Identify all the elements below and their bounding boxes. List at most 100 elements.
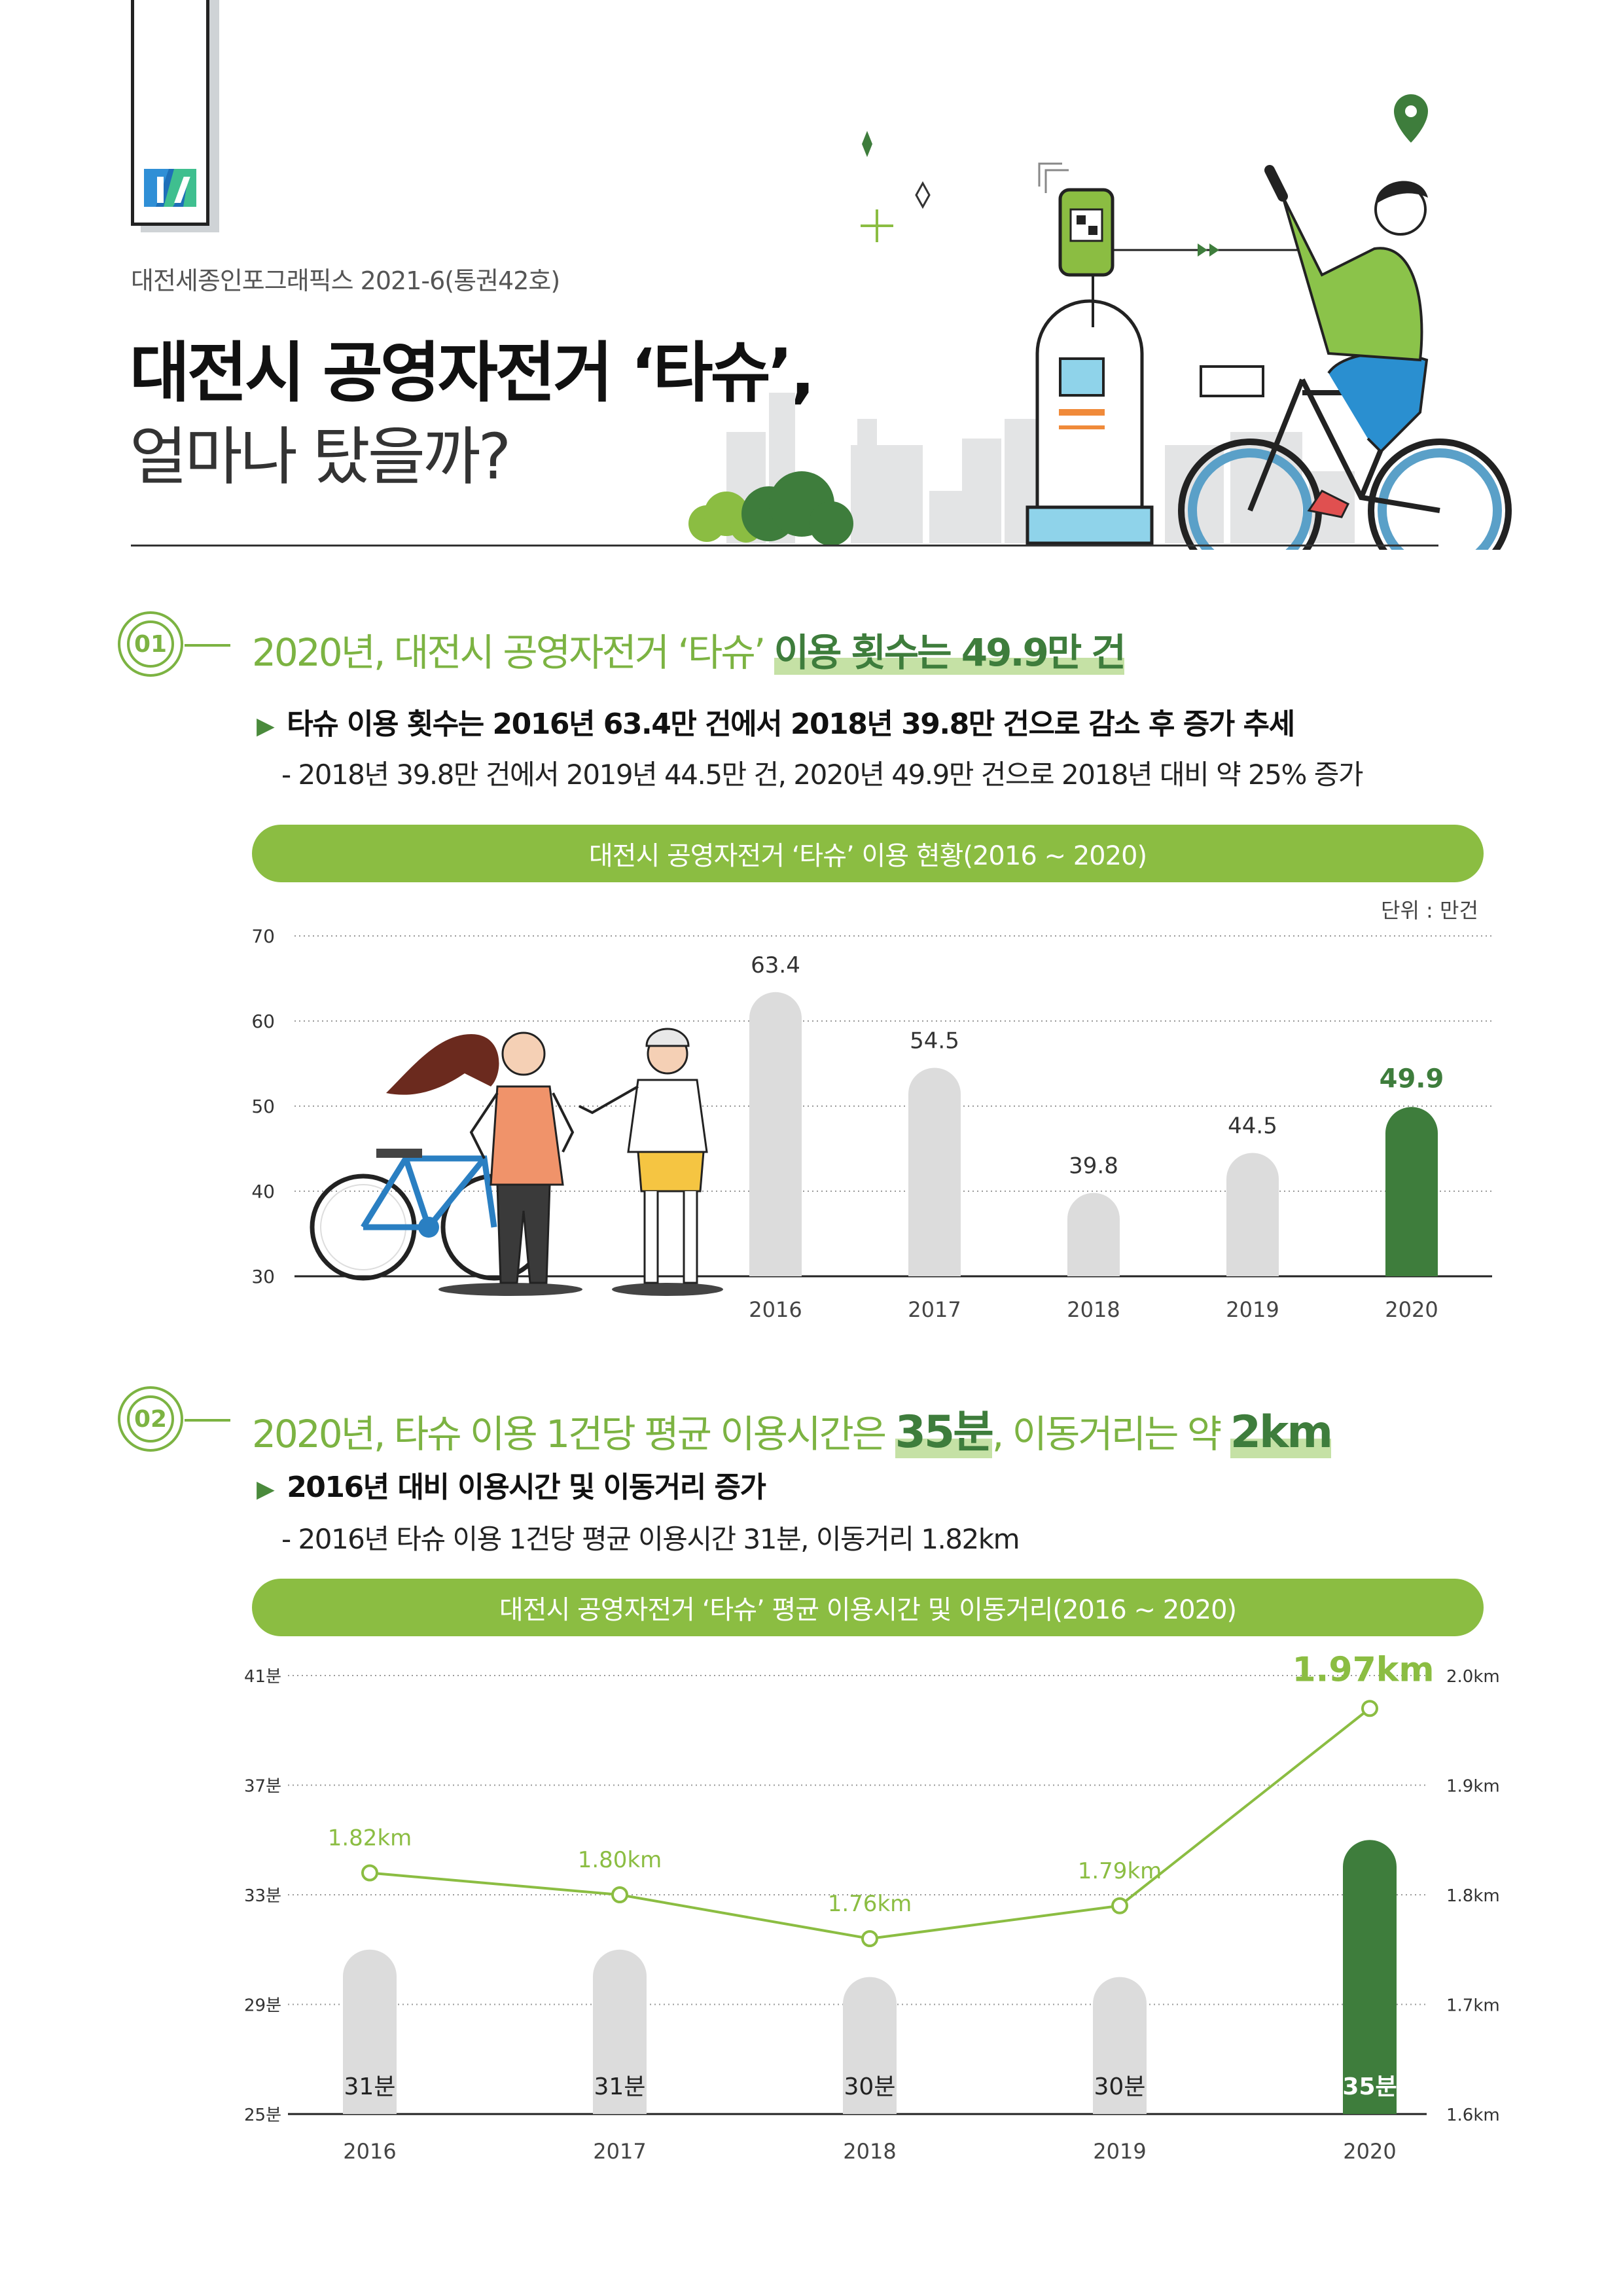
publication-subtitle: 대전세종인포그래픽스 2021-6(통권42호) (131, 266, 560, 295)
section-title-highlight: 35분 (895, 1407, 994, 1458)
section-title-text: 2020년, 대전시 공영자전거 ‘타슈’ (252, 630, 774, 675)
plus-icon (861, 209, 893, 242)
bullet-point: ▶ 타슈 이용 횟수는 2016년 63.4만 건에서 2018년 39.8만 건… (257, 700, 1295, 742)
distance-point (611, 1886, 628, 1903)
data-label: 63.4 (751, 952, 800, 978)
chart-title-pill: 대전시 공영자전거 ‘타슈’ 평균 이용시간 및 이동거리(2016 ~ 202… (252, 1579, 1484, 1636)
distance-label: 1.79km (1078, 1858, 1162, 1884)
section-title: 2020년, 대전시 공영자전거 ‘타슈’ 이용 횟수는 49.9만 건 (252, 622, 1126, 677)
page-title: 대전시 공영자전거 ‘타슈’, (130, 334, 815, 411)
bar (343, 1949, 397, 2114)
chart-title-pill: 대전시 공영자전거 ‘타슈’ 이용 현황(2016 ~ 2020) (252, 825, 1484, 882)
distance-point (361, 1864, 378, 1882)
section-connector-line (185, 644, 230, 647)
section-number-badge: 02 (118, 1386, 183, 1452)
section-connector-line (185, 1419, 230, 1422)
bullet-text: 2016년 대비 이용시간 및 이동거리 증가 (287, 1471, 766, 1504)
distance-point (1111, 1897, 1128, 1914)
section-number-badge: 01 (118, 611, 183, 677)
x-tick-label: 2017 (908, 1297, 961, 1322)
location-pin-icon (1394, 94, 1428, 143)
bullet-point: ▶ 2016년 대비 이용시간 및 이동거리 증가 (257, 1463, 766, 1505)
page-title-line2: 얼마나 탔을까? (130, 420, 511, 493)
bar (908, 1067, 961, 1276)
y-tick-label: 50 (251, 1096, 275, 1117)
bar-value-label: 35분 (1342, 2073, 1397, 2100)
distance-label: 1.76km (828, 1891, 912, 1917)
cyclist-icon (1178, 165, 1512, 550)
bar-value-label: 31분 (344, 2073, 396, 2100)
y-tick-label-left: 37분 (244, 1777, 281, 1797)
section-title-text: , 이동거리는 약 (991, 1412, 1230, 1456)
bar (1343, 1840, 1397, 2114)
bicycle-icon (310, 1149, 548, 1281)
bar (1067, 1193, 1120, 1276)
y-tick-label: 30 (251, 1266, 275, 1287)
y-tick-label: 60 (251, 1011, 275, 1032)
publisher-logo (144, 169, 196, 207)
chart-unit-label: 단위 : 만건 (1381, 898, 1478, 923)
triangle-bullet-icon: ▶ (257, 1476, 275, 1503)
distance-label: 1.97km (1292, 1650, 1434, 1689)
data-label: 39.8 (1069, 1153, 1118, 1179)
y-tick-label-right: 1.6km (1446, 2106, 1500, 2125)
x-tick-label: 2017 (593, 2139, 646, 2164)
distance-label: 1.80km (578, 1847, 662, 1873)
time-distance-combo-chart: 25분 29분 33분 37분 41분 1.6km 1.7km 1.8km 1.9km 2.0km… (244, 1650, 1500, 2164)
bar-value-label: 30분 (844, 2073, 896, 2100)
man-icon (579, 1028, 708, 1284)
section-number: 01 (127, 620, 174, 668)
bike-kiosk-icon (1026, 162, 1302, 545)
bar-value-label: 31분 (594, 2073, 646, 2100)
bar-value-label: 30분 (1094, 2073, 1146, 2100)
shadow-icon (438, 1283, 582, 1296)
distance-label: 1.82km (328, 1825, 412, 1852)
bike-station-illustration (688, 94, 1512, 550)
usage-bar-chart: 30 40 50 60 70 63.4 2016 54.5 2017 39.8 2018 44.5 20… (251, 925, 1492, 1322)
bar (749, 992, 802, 1276)
woman-icon (386, 1031, 575, 1284)
bar (843, 1977, 897, 2114)
x-tick-label: 2020 (1343, 2139, 1396, 2164)
bush-icon (688, 471, 853, 546)
data-label: 49.9 (1380, 1064, 1444, 1094)
x-tick-label: 2018 (843, 2139, 896, 2164)
y-tick-label-left: 33분 (244, 1886, 281, 1906)
y-tick-label: 40 (251, 1181, 275, 1202)
section-title-text: 2020년, 타슈 이용 1건당 평균 이용시간은 (252, 1412, 895, 1456)
x-tick-label: 2016 (343, 2139, 396, 2164)
section-title-highlight: 이용 횟수는 49.9만 건 (774, 630, 1126, 675)
section-title: 2020년, 타슈 이용 1건당 평균 이용시간은 35분, 이동거리는 약 2… (252, 1395, 1333, 1460)
y-tick-label-right: 2.0km (1446, 1667, 1500, 1687)
bar (1385, 1107, 1438, 1276)
sparkle-icon (862, 131, 872, 157)
x-tick-label: 2018 (1067, 1297, 1120, 1322)
y-tick-label-right: 1.7km (1446, 1996, 1500, 2016)
x-tick-label: 2016 (749, 1297, 802, 1322)
header-divider (131, 545, 1438, 547)
detail-text: - 2016년 타슈 이용 1건당 평균 이용시간 31분, 이동거리 1.82… (281, 1523, 1020, 1555)
y-tick-label-right: 1.8km (1446, 1886, 1500, 1906)
distance-point (861, 1930, 878, 1947)
bar (593, 1949, 647, 2114)
data-label: 44.5 (1228, 1113, 1277, 1139)
bullet-text: 타슈 이용 횟수는 2016년 63.4만 건에서 2018년 39.8만 건으… (287, 708, 1295, 741)
y-tick-label-right: 1.9km (1446, 1777, 1500, 1797)
data-label: 54.5 (910, 1028, 959, 1054)
x-tick-label: 2019 (1093, 2139, 1146, 2164)
section-title-highlight: 2km (1230, 1407, 1333, 1458)
detail-text: - 2018년 39.8만 건에서 2019년 44.5만 건, 2020년 4… (281, 759, 1364, 791)
distance-point (1361, 1700, 1378, 1717)
bar (1226, 1153, 1279, 1276)
y-tick-label-left: 25분 (244, 2106, 281, 2125)
section-number: 02 (127, 1395, 174, 1443)
triangle-bullet-icon: ▶ (257, 713, 275, 740)
people-with-bike-illustration (310, 1028, 723, 1296)
x-tick-label: 2020 (1385, 1297, 1438, 1322)
y-tick-label-left: 41분 (244, 1667, 281, 1687)
x-tick-label: 2019 (1226, 1297, 1279, 1322)
y-tick-label: 70 (251, 925, 275, 947)
sparkle-icon (915, 181, 931, 209)
bar (1093, 1977, 1147, 2114)
y-tick-label-left: 29분 (244, 1996, 281, 2016)
